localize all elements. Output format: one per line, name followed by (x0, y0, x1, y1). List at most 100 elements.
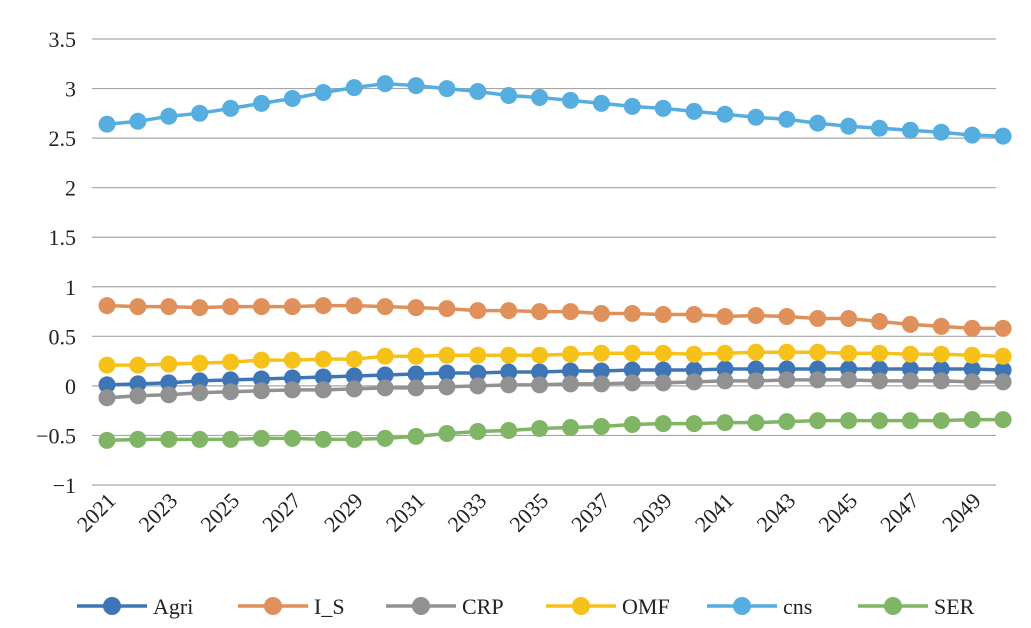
data-point-omf (500, 346, 518, 364)
data-point-omf (901, 345, 919, 363)
x-tick-label: 2027 (257, 488, 306, 537)
data-point-omf (407, 347, 425, 365)
data-point-agri (160, 374, 178, 392)
y-tick-label: 0 (65, 374, 76, 399)
data-point-omf (160, 355, 178, 373)
x-tick-label: 2047 (875, 488, 924, 537)
data-point-cns (345, 79, 363, 97)
series-cns (98, 75, 1012, 145)
data-point-cns (685, 102, 703, 120)
x-tick-label: 2049 (937, 488, 986, 537)
data-point-agri (191, 372, 209, 390)
data-point-agri (469, 364, 487, 382)
data-point-crp (562, 375, 579, 393)
data-point-cns (98, 115, 116, 133)
x-tick-label: 2041 (690, 488, 739, 537)
data-point-crp (778, 371, 796, 389)
data-point-ser (98, 431, 116, 449)
legend-item-crp: CRP (386, 594, 504, 619)
x-tick-label: 2033 (443, 488, 492, 537)
data-point-omf (932, 345, 950, 363)
x-tick-label: 2029 (319, 488, 368, 537)
data-point-agri (314, 368, 332, 386)
data-point-agri (994, 361, 1012, 379)
data-point-crp (623, 374, 641, 392)
data-point-ser (623, 416, 641, 433)
data-point-agri (407, 365, 425, 383)
data-point-cns (129, 112, 147, 130)
data-point-cns (531, 89, 549, 106)
data-point-agri (871, 360, 888, 378)
data-point-omf (840, 344, 858, 362)
data-point-i-s (654, 306, 672, 323)
data-point-cns (314, 84, 332, 101)
data-point-crp (901, 372, 919, 390)
x-tick-label: 2031 (381, 488, 430, 537)
legend: Agri I_S CRP OMF cns SER (77, 594, 975, 619)
legend-label-omf: OMF (622, 594, 670, 619)
data-point-i-s (901, 315, 919, 333)
legend-item-i-s: I_S (238, 594, 345, 619)
data-point-omf (778, 343, 796, 361)
data-point-omf (129, 356, 147, 374)
data-point-cns (562, 91, 579, 109)
data-point-cns (438, 80, 456, 98)
data-point-ser (314, 430, 332, 448)
y-tick-label: 3 (65, 77, 76, 102)
data-point-omf (963, 346, 981, 364)
data-point-omf (469, 346, 487, 364)
data-point-i-s (994, 319, 1012, 337)
data-point-ser (160, 430, 178, 448)
data-point-crp (376, 379, 394, 397)
data-point-ser (716, 414, 734, 432)
data-point-crp (314, 381, 332, 399)
data-point-ser (253, 429, 270, 447)
data-point-agri (685, 361, 703, 379)
data-point-crp (438, 378, 456, 396)
data-point-cns (932, 123, 950, 141)
data-point-crp (98, 389, 116, 407)
data-point-crp (809, 371, 827, 389)
data-point-agri (345, 367, 363, 385)
data-point-omf (623, 344, 641, 362)
data-point-ser (222, 430, 240, 448)
series-line-ser (106, 417, 1004, 443)
data-point-i-s (283, 298, 301, 316)
data-point-omf (531, 346, 549, 364)
data-point-crp (160, 386, 178, 404)
data-point-i-s (500, 302, 518, 320)
data-point-crp (592, 375, 610, 393)
data-point-omf (654, 344, 672, 362)
data-point-cns (623, 97, 641, 115)
legend-label-crp: CRP (462, 594, 504, 619)
data-point-crp (500, 376, 518, 394)
data-point-i-s (253, 298, 270, 316)
data-point-cns (840, 117, 858, 135)
data-point-i-s (314, 297, 332, 315)
data-point-i-s (747, 307, 765, 324)
data-point-cns (963, 126, 981, 144)
data-point-ser (438, 425, 456, 442)
series-ser (98, 411, 1012, 449)
legend-marker-cns (733, 597, 751, 615)
data-point-i-s (623, 305, 641, 322)
data-point-cns (253, 94, 270, 112)
data-point-omf (283, 351, 301, 369)
data-point-ser (963, 411, 981, 429)
data-point-cns (747, 108, 765, 126)
data-point-cns (716, 105, 734, 123)
y-tick-label: 2.5 (49, 126, 77, 151)
data-point-agri (932, 360, 950, 378)
series-crp (98, 371, 1012, 407)
data-point-crp (685, 373, 703, 391)
data-point-ser (129, 430, 147, 448)
data-point-omf (253, 351, 270, 369)
data-point-cns (809, 114, 827, 132)
data-point-ser (685, 415, 703, 433)
data-point-agri (531, 363, 549, 381)
data-point-crp (716, 372, 734, 390)
data-point-ser (345, 430, 363, 448)
data-point-crp (994, 373, 1012, 391)
data-point-cns (283, 90, 301, 107)
